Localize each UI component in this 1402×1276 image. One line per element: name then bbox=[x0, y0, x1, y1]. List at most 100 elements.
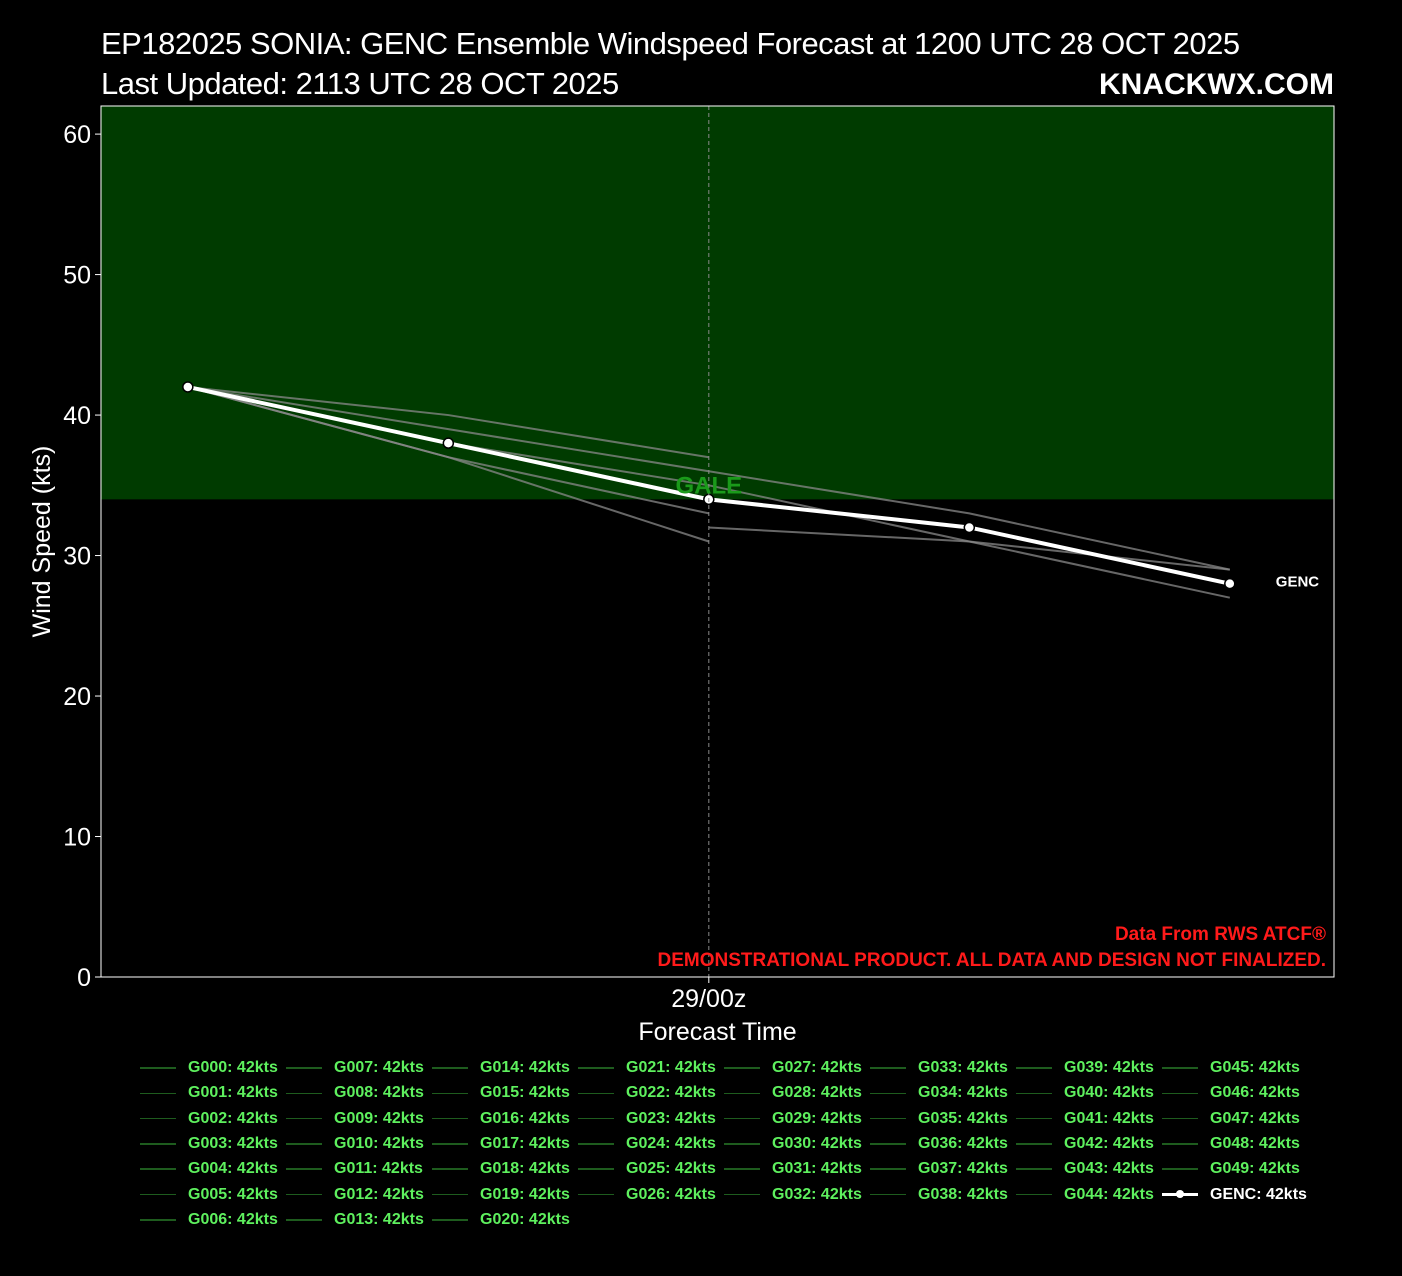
legend-item: G004: 42kts bbox=[140, 1157, 278, 1181]
legend-line-swatch bbox=[432, 1117, 468, 1120]
legend-line-swatch bbox=[724, 1143, 760, 1145]
legend-label: G000: 42kts bbox=[188, 1059, 278, 1076]
legend-label: G024: 42kts bbox=[626, 1134, 716, 1152]
legend-label: G025: 42kts bbox=[626, 1160, 716, 1178]
legend-label: G046: 42kts bbox=[1210, 1084, 1300, 1102]
legend-line-swatch bbox=[1016, 1092, 1052, 1095]
legend-item: GENC: 42kts bbox=[1162, 1183, 1307, 1207]
legend-line-swatch bbox=[870, 1092, 906, 1095]
legend-label: G034: 42kts bbox=[918, 1084, 1008, 1102]
legend-item: G047: 42kts bbox=[1162, 1107, 1300, 1131]
legend-item: G042: 42kts bbox=[1016, 1132, 1154, 1156]
y-axis: 0 10 20 30 40 50 60 bbox=[63, 121, 101, 992]
legend-label: G029: 42kts bbox=[772, 1109, 862, 1127]
legend-label: G021: 42kts bbox=[626, 1059, 716, 1076]
genc-point bbox=[182, 381, 194, 393]
legend-label: G003: 42kts bbox=[188, 1134, 278, 1152]
legend-item: G013: 42kts bbox=[286, 1208, 424, 1232]
legend-item: G043: 42kts bbox=[1016, 1157, 1154, 1181]
legend-line-swatch bbox=[286, 1143, 322, 1145]
y-tick-label: 0 bbox=[77, 964, 91, 992]
legend-label: G032: 42kts bbox=[772, 1185, 862, 1203]
legend-item: G019: 42kts bbox=[432, 1183, 570, 1207]
legend-line-swatch bbox=[724, 1117, 760, 1120]
legend-item: G011: 42kts bbox=[286, 1157, 423, 1181]
legend-item: G030: 42kts bbox=[724, 1132, 862, 1156]
gale-label: GALE bbox=[675, 472, 742, 499]
genc-point bbox=[963, 521, 976, 534]
legend-item: G049: 42kts bbox=[1162, 1157, 1300, 1181]
brand-logo: KNACKWX.COM bbox=[1099, 68, 1334, 101]
legend-line-swatch bbox=[432, 1067, 468, 1069]
legend-genc-swatch bbox=[1162, 1189, 1198, 1198]
legend-label: G047: 42kts bbox=[1210, 1109, 1300, 1127]
y-tick-label: 20 bbox=[63, 683, 91, 711]
legend-label: G036: 42kts bbox=[918, 1134, 1008, 1152]
legend-label: G048: 42kts bbox=[1210, 1134, 1300, 1152]
member-line bbox=[187, 385, 709, 459]
legend-line-swatch bbox=[1016, 1143, 1052, 1145]
legend-line-swatch bbox=[724, 1067, 760, 1069]
legend-line-swatch bbox=[432, 1143, 468, 1145]
legend-label: G045: 42kts bbox=[1210, 1059, 1300, 1076]
legend-label: G006: 42kts bbox=[188, 1210, 278, 1228]
legend-line-swatch bbox=[286, 1219, 322, 1221]
legend-label: G012: 42kts bbox=[334, 1185, 424, 1203]
legend-label: G038: 42kts bbox=[918, 1185, 1008, 1203]
legend-label: G040: 42kts bbox=[1064, 1084, 1154, 1102]
legend-line-swatch bbox=[432, 1168, 468, 1170]
legend-item: G000: 42kts bbox=[140, 1056, 278, 1080]
y-tick-label: 50 bbox=[63, 262, 91, 290]
disclaimer-note: DEMONSTRATIONAL PRODUCT. ALL DATA AND DE… bbox=[658, 950, 1327, 971]
legend-line-swatch bbox=[286, 1067, 322, 1069]
legend-item: G036: 42kts bbox=[870, 1132, 1008, 1156]
legend-item: G024: 42kts bbox=[578, 1132, 716, 1156]
legend-item: G028: 42kts bbox=[724, 1081, 862, 1105]
legend-item: G025: 42kts bbox=[578, 1157, 716, 1181]
y-axis-label: Wind Speed (kts) bbox=[28, 446, 56, 638]
legend-item: G045: 42kts bbox=[1162, 1056, 1300, 1080]
legend-label: G007: 42kts bbox=[334, 1059, 424, 1076]
legend-line-swatch bbox=[1016, 1168, 1052, 1170]
legend-label: G027: 42kts bbox=[772, 1059, 862, 1076]
legend-label: G022: 42kts bbox=[626, 1084, 716, 1102]
gale-band bbox=[101, 106, 1334, 500]
legend-item: G033: 42kts bbox=[870, 1056, 1008, 1080]
legend-item: G038: 42kts bbox=[870, 1183, 1008, 1207]
legend-line-swatch bbox=[1016, 1067, 1052, 1069]
legend-item: G003: 42kts bbox=[140, 1132, 278, 1156]
legend-line-swatch bbox=[140, 1193, 176, 1196]
legend-item: G012: 42kts bbox=[286, 1183, 424, 1207]
legend-line-swatch bbox=[432, 1219, 468, 1221]
legend-label: G016: 42kts bbox=[480, 1109, 570, 1127]
legend-label: G031: 42kts bbox=[772, 1160, 862, 1178]
legend-item: G009: 42kts bbox=[286, 1107, 424, 1131]
legend-line-swatch bbox=[578, 1067, 614, 1069]
legend-label: G008: 42kts bbox=[334, 1084, 424, 1102]
legend-line-swatch bbox=[1162, 1168, 1198, 1170]
legend-line-swatch bbox=[724, 1092, 760, 1095]
legend-line-swatch bbox=[578, 1092, 614, 1095]
legend-line-swatch bbox=[140, 1219, 176, 1221]
legend-item: G016: 42kts bbox=[432, 1107, 570, 1131]
legend-label: G013: 42kts bbox=[334, 1210, 424, 1228]
legend-line-swatch bbox=[578, 1143, 614, 1145]
legend-line-swatch bbox=[286, 1092, 322, 1095]
member-line bbox=[708, 526, 1230, 571]
legend-item: G022: 42kts bbox=[578, 1081, 716, 1105]
legend-line-swatch bbox=[1162, 1143, 1198, 1145]
legend-item: G027: 42kts bbox=[724, 1056, 862, 1080]
plot-frame bbox=[100, 105, 1335, 978]
x-axis-label: Forecast Time bbox=[638, 1018, 796, 1046]
legend-line-swatch bbox=[578, 1117, 614, 1120]
legend-item: G048: 42kts bbox=[1162, 1132, 1300, 1156]
legend-item: G008: 42kts bbox=[286, 1081, 424, 1105]
legend-label: G037: 42kts bbox=[918, 1160, 1008, 1178]
legend-item: G041: 42kts bbox=[1016, 1107, 1154, 1131]
legend-item: G007: 42kts bbox=[286, 1056, 424, 1080]
legend-label: G020: 42kts bbox=[480, 1210, 570, 1228]
legend-item: G035: 42kts bbox=[870, 1107, 1008, 1131]
legend-line-swatch bbox=[724, 1168, 760, 1170]
legend-line-swatch bbox=[140, 1143, 176, 1145]
legend-line-swatch bbox=[140, 1067, 176, 1069]
